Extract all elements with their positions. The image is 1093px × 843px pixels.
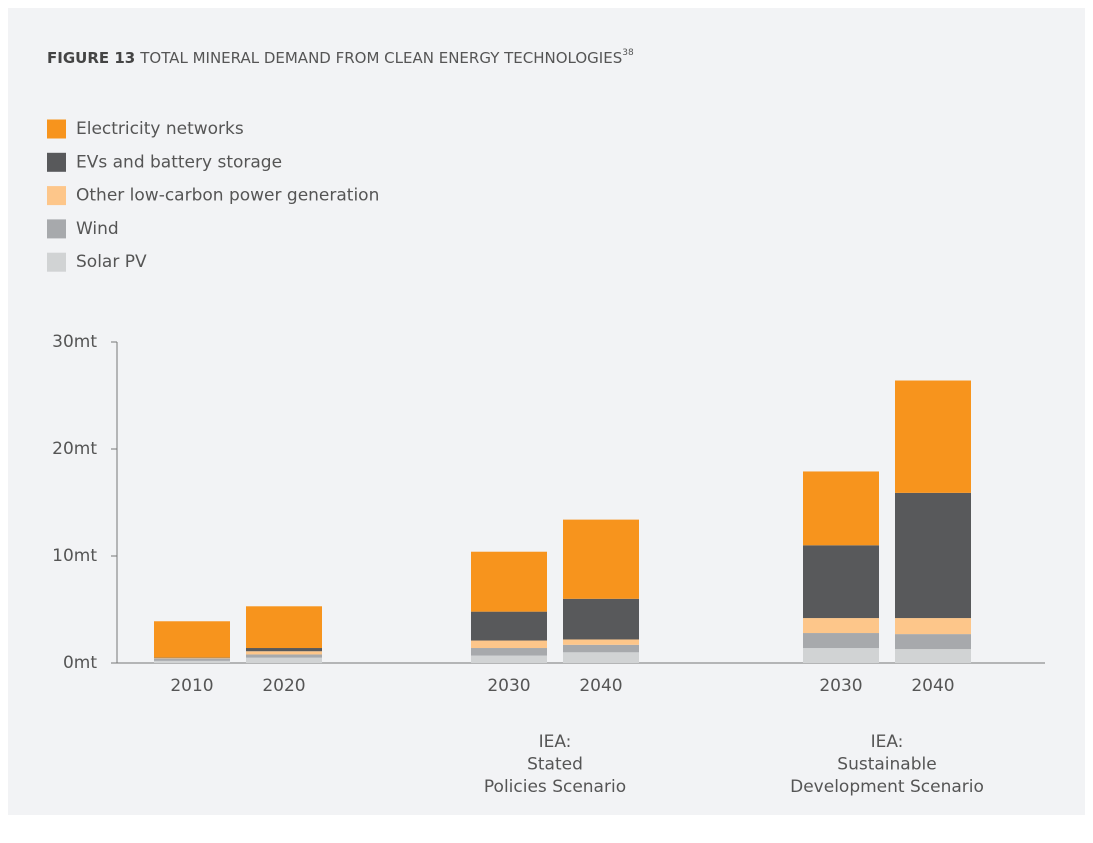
x-tick-label: 2030 — [819, 676, 862, 696]
x-tick-label: 2040 — [911, 676, 954, 696]
bar-segment — [246, 651, 322, 655]
title-text: TOTAL MINERAL DEMAND FROM CLEAN ENERGY T… — [139, 49, 622, 67]
bar-segment — [471, 640, 547, 649]
legend-swatch — [47, 186, 66, 206]
x-tick-label: 2030 — [487, 676, 530, 696]
y-tick-label: 10mt — [52, 546, 97, 566]
bar-segment — [154, 657, 230, 659]
bar-segment — [563, 652, 639, 663]
x-tick-label: 2020 — [262, 676, 305, 696]
bar-segment — [246, 657, 322, 663]
bar-segment — [803, 648, 879, 663]
bar-segment — [895, 649, 971, 663]
x-tick-label: 2040 — [579, 676, 622, 696]
bar-segment — [154, 660, 230, 663]
bar-segment — [154, 658, 230, 661]
group-label: Policies Scenario — [484, 777, 626, 797]
bar-segment — [246, 654, 322, 658]
bar-segment — [803, 545, 879, 619]
bar-segment — [154, 621, 230, 658]
bar-segment — [246, 648, 322, 652]
legend-label: Other low-carbon power generation — [76, 186, 379, 206]
legend-label: Solar PV — [76, 252, 147, 272]
legend-label: Wind — [76, 219, 119, 239]
bar-segment — [895, 380, 971, 493]
bar-segment — [246, 606, 322, 649]
x-tick-label: 2010 — [170, 676, 213, 696]
bar-segment — [563, 644, 639, 653]
bar-segment — [895, 618, 971, 635]
bar-segment — [803, 471, 879, 546]
group-label: IEA: — [871, 732, 904, 752]
title-note: 38 — [622, 48, 634, 58]
bar-segment — [803, 618, 879, 634]
bar-segment — [471, 611, 547, 641]
figure-label: FIGURE 13 — [47, 49, 135, 67]
y-tick-label: 0mt — [63, 653, 97, 673]
legend-swatch — [47, 152, 66, 172]
legend-label: EVs and battery storage — [76, 152, 282, 172]
legend-swatch — [47, 252, 66, 272]
bar-segment — [803, 633, 879, 649]
legend-swatch — [47, 119, 66, 139]
bar-segment — [471, 655, 547, 663]
bar-segment — [563, 598, 639, 640]
bar-segment — [154, 658, 230, 659]
bar-segment — [471, 551, 547, 612]
bar-segment — [895, 634, 971, 650]
bar-segment — [563, 519, 639, 599]
chart-title: FIGURE 13 TOTAL MINERAL DEMAND FROM CLEAN… — [47, 48, 634, 67]
bar-segment — [895, 492, 971, 619]
legend-label: Electricity networks — [76, 119, 244, 139]
y-tick-label: 30mt — [52, 332, 97, 352]
group-label: Development Scenario — [790, 777, 984, 797]
legend-swatch — [47, 219, 66, 239]
y-tick-label: 20mt — [52, 439, 97, 459]
group-label: Sustainable — [837, 755, 936, 775]
bar-segment — [471, 648, 547, 656]
bar-segment — [563, 639, 639, 645]
group-label: IEA: — [539, 732, 572, 752]
group-label: Stated — [527, 755, 583, 775]
